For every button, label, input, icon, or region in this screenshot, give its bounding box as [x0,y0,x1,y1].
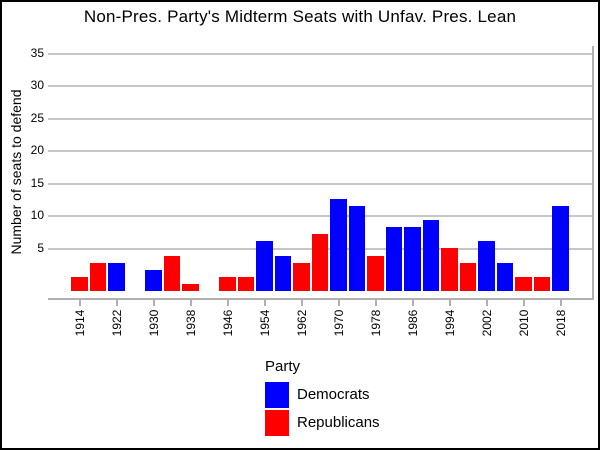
bar-1962 [293,262,310,291]
chart-title: Non-Pres. Party's Midterm Seats with Unf… [83,7,517,26]
bar-1918 [89,262,107,291]
x-tick-2018 [559,298,562,306]
y-tick-label-10: 10 [30,208,44,222]
x-tick-label-2010: 2010 [516,309,531,337]
x-tick-1986 [411,298,414,306]
legend-item-republicans: Republicans [265,410,380,436]
bar-1938 [182,283,199,291]
x-axis-line [48,298,594,300]
gridline-35 [48,52,594,55]
y-tick-label-25: 25 [30,110,44,125]
x-tick-label-1922: 1922 [109,309,124,337]
x-tick-label-1970: 1970 [331,309,346,337]
bar-1974 [348,205,366,291]
x-tick-2010 [522,298,525,306]
bar-1922 [108,262,125,291]
panel-right-border [592,46,594,300]
x-tick-label-1986: 1986 [405,309,420,337]
y-tick-label-35: 35 [30,45,44,60]
x-tick-label-2018: 2018 [553,309,568,337]
y-tick-label-15: 15 [30,175,44,190]
bar-1986 [404,227,421,291]
bar-1978 [367,255,384,291]
gridline-15 [48,182,594,185]
bar-1946 [219,276,236,291]
bar-2014 [533,276,551,291]
x-tick-1946 [226,298,229,306]
x-tick-1978 [374,298,377,306]
x-tick-1970 [337,298,340,306]
x-tick-1962 [300,298,303,306]
bar-2018 [552,205,569,291]
y-tick-label-30: 30 [30,78,44,92]
bar-1954 [256,241,273,291]
x-tick-label-1994: 1994 [442,309,457,337]
x-tick-2002 [485,298,488,306]
bar-1934 [163,255,181,291]
bar-1998 [459,262,477,291]
x-tick-label-1914: 1914 [72,309,87,337]
x-tick-1930 [152,298,155,306]
x-tick-label-2002: 2002 [479,309,494,337]
x-tick-label-1946: 1946 [220,309,235,337]
x-tick-label-1954: 1954 [257,309,272,337]
x-tick-label-1978: 1978 [368,309,383,337]
bar-1994 [441,248,458,291]
legend: Party Democrats Republicans [265,358,380,438]
bar-1930 [145,269,162,291]
legend-item-democrats: Democrats [265,382,380,408]
x-tick-label-1930: 1930 [146,309,161,337]
gridline-30 [48,85,594,87]
bar-1950 [237,276,255,291]
x-tick-label-1962: 1962 [294,309,309,337]
bar-1970 [330,198,347,291]
y-tick-label-20: 20 [30,143,44,157]
x-tick-1914 [78,298,81,306]
bar-1958 [274,255,292,291]
bar-1914 [71,276,88,291]
bar-2002 [478,241,495,291]
legend-title: Party [265,358,301,375]
legend-label-democrats: Democrats [297,386,370,403]
y-tick-label-5: 5 [37,240,44,255]
x-tick-1938 [189,298,192,306]
legend-label-republicans: Republicans [297,414,380,431]
x-tick-1922 [115,298,118,306]
republicans-swatch [265,410,289,436]
bar-1990 [422,220,440,291]
democrats-swatch [265,382,289,408]
bar-2010 [515,276,532,291]
x-tick-1954 [263,298,266,306]
bar-2006 [496,262,514,291]
x-tick-label-1938: 1938 [183,309,198,337]
bar-1966 [311,234,329,291]
x-tick-1994 [448,298,451,306]
gridline-10 [48,215,594,217]
bar-1982 [385,227,403,291]
gridline-20 [48,150,594,152]
gridline-25 [48,117,594,120]
